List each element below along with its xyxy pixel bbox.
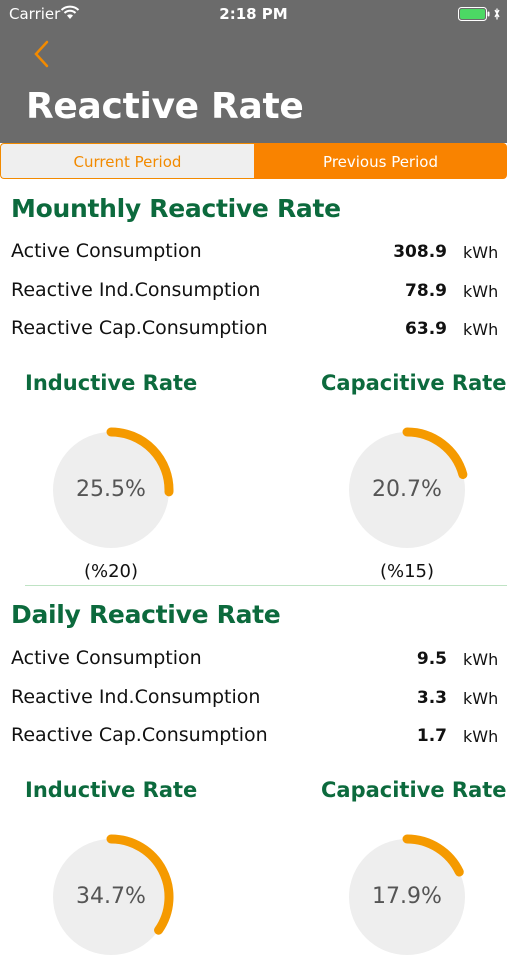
navigation-header: Carrier 2:18 PM Reactive Rate	[0, 0, 507, 143]
daily-active-unit: kWh	[463, 650, 499, 669]
monthly-inductive-value: 25.5%	[76, 477, 146, 502]
daily-section-title: Daily Reactive Rate	[11, 600, 281, 629]
battery-icon	[458, 7, 500, 21]
monthly-reactive-ind-value: 78.9	[405, 281, 447, 301]
daily-reactive-ind-label: Reactive Ind.Consumption	[11, 686, 261, 708]
tab-previous-period[interactable]: Previous Period	[254, 143, 507, 179]
monthly-capacitive-gauge: 20.7%	[342, 425, 472, 555]
daily-inductive-gauge: 34.7%	[46, 832, 176, 962]
monthly-reactive-cap-value: 63.9	[405, 319, 447, 339]
back-chevron-icon[interactable]	[30, 38, 54, 70]
period-segmented-control: Current Period Previous Period	[0, 143, 507, 179]
daily-inductive-value: 34.7%	[76, 884, 146, 909]
carrier-label: Carrier	[9, 5, 61, 23]
monthly-capacitive-limit: (%15)	[379, 561, 435, 582]
monthly-capacitive-title: Capacitive Rate	[321, 371, 507, 395]
daily-reactive-cap-value: 1.7	[416, 726, 447, 746]
daily-reactive-cap-unit: kWh	[463, 727, 499, 746]
monthly-section-title: Mounthly Reactive Rate	[11, 194, 341, 223]
monthly-reactive-ind-label: Reactive Ind.Consumption	[11, 279, 261, 301]
status-bar: Carrier 2:18 PM	[0, 0, 507, 28]
monthly-inductive-gauge: 25.5%	[46, 425, 176, 555]
monthly-capacitive-arc	[402, 427, 468, 480]
page-title: Reactive Rate	[26, 86, 304, 127]
section-divider	[25, 585, 507, 586]
daily-active-label: Active Consumption	[11, 647, 202, 669]
status-time: 2:18 PM	[219, 5, 288, 23]
daily-reactive-cap-label: Reactive Cap.Consumption	[11, 724, 268, 746]
monthly-reactive-cap-unit: kWh	[463, 320, 499, 339]
monthly-reactive-ind-unit: kWh	[463, 282, 499, 301]
monthly-inductive-title: Inductive Rate	[25, 371, 198, 395]
monthly-inductive-limit: (%20)	[83, 561, 139, 582]
monthly-active-label: Active Consumption	[11, 240, 202, 262]
monthly-capacitive-value: 20.7%	[372, 477, 442, 502]
daily-capacitive-value: 17.9%	[372, 884, 442, 909]
daily-reactive-ind-value: 3.3	[416, 688, 447, 708]
daily-capacitive-arc	[402, 834, 464, 877]
monthly-inductive-arc	[106, 427, 174, 497]
daily-reactive-ind-unit: kWh	[463, 689, 499, 708]
monthly-active-unit: kWh	[463, 243, 499, 262]
daily-capacitive-gauge: 17.9%	[342, 832, 472, 962]
daily-capacitive-title: Capacitive Rate	[321, 778, 507, 802]
tab-current-period[interactable]: Current Period	[0, 143, 254, 179]
monthly-reactive-cap-label: Reactive Cap.Consumption	[11, 317, 268, 339]
monthly-active-value: 308.9	[393, 242, 447, 262]
daily-inductive-title: Inductive Rate	[25, 778, 198, 802]
daily-active-value: 9.5	[416, 649, 447, 669]
wifi-icon	[60, 5, 80, 19]
